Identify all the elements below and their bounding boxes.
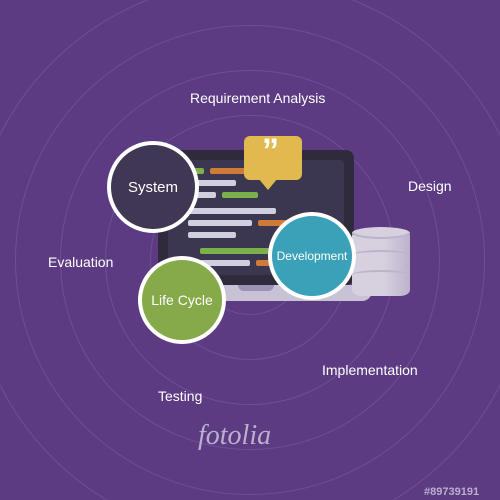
badge-system-label: System (122, 179, 184, 196)
badge-lifecycle: Life Cycle (138, 256, 226, 344)
label-implementation: Implementation (322, 362, 418, 378)
database-band-1 (352, 270, 410, 280)
database-top (352, 227, 410, 239)
database-band-0 (352, 250, 410, 260)
badge-development-label: Development (271, 249, 354, 263)
label-requirement: Requirement Analysis (190, 90, 325, 106)
label-evaluation: Evaluation (48, 254, 113, 270)
badge-lifecycle-label: Life Cycle (145, 292, 218, 308)
stock-id: #89739191 (424, 486, 479, 498)
badge-development: Development (268, 212, 356, 300)
quote-icon: ” (262, 132, 279, 171)
badge-system: System (107, 141, 199, 233)
infographic-stage: ” System Development Life Cycle Requirement … (0, 0, 500, 500)
database-icon (352, 230, 410, 296)
label-testing: Testing (158, 388, 202, 404)
code-line-8 (188, 232, 236, 238)
label-design: Design (408, 178, 452, 194)
code-line-9 (200, 248, 270, 254)
code-line-4 (222, 192, 258, 198)
laptop-notch (238, 285, 274, 291)
watermark: fotolia (198, 420, 271, 452)
code-line-5 (188, 208, 276, 214)
speech-bubble-tail (258, 178, 278, 190)
code-line-6 (188, 220, 252, 226)
